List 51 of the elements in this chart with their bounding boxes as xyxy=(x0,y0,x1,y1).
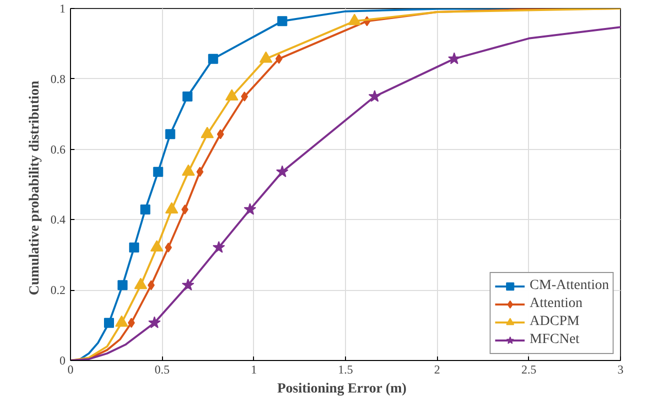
legend-label: CM-Attention xyxy=(530,277,609,295)
point xyxy=(216,129,224,140)
point xyxy=(134,278,148,290)
x-axis-title: Positioning Error (m) xyxy=(277,382,407,396)
x-tick-label: 2.5 xyxy=(521,362,536,376)
y-tick-label: 0.6 xyxy=(50,142,66,156)
point xyxy=(277,16,288,26)
y-tick-label: 0.2 xyxy=(50,283,66,298)
point xyxy=(148,280,155,290)
y-tick-label: 0.4 xyxy=(50,212,66,227)
point xyxy=(129,242,140,253)
point xyxy=(140,204,150,214)
y-tick-label: 0 xyxy=(60,354,66,368)
point xyxy=(181,204,188,214)
point xyxy=(244,202,256,215)
y-tick-label: 1 xyxy=(60,2,66,16)
point xyxy=(182,92,192,102)
point xyxy=(128,318,135,328)
legend-label: MFCNet xyxy=(530,331,580,349)
point xyxy=(148,316,161,328)
x-tick-label: 1 xyxy=(250,362,257,376)
point xyxy=(104,318,114,328)
legend-label: ADCPM xyxy=(530,313,580,331)
point xyxy=(208,54,218,64)
point xyxy=(165,129,176,140)
point xyxy=(348,14,361,26)
point xyxy=(153,166,164,177)
point xyxy=(115,315,128,327)
point xyxy=(164,242,172,253)
point xyxy=(259,51,272,63)
point xyxy=(196,166,204,177)
y-tick-label: 0.8 xyxy=(50,72,66,86)
point xyxy=(182,164,195,176)
point xyxy=(368,90,381,102)
legend-label: Attention xyxy=(530,295,583,313)
x-tick-label: 3 xyxy=(618,362,624,376)
point xyxy=(118,280,128,290)
point xyxy=(448,52,460,64)
point xyxy=(182,278,194,291)
point xyxy=(212,241,226,253)
point xyxy=(150,240,164,252)
point xyxy=(275,54,282,64)
y-axis-title: Cumulative probability distribution xyxy=(28,80,42,296)
x-tick-label: 0.5 xyxy=(154,362,170,376)
x-tick-label: 1.5 xyxy=(338,362,353,376)
point xyxy=(240,92,248,102)
point xyxy=(165,202,178,214)
point xyxy=(276,165,288,178)
point xyxy=(200,126,214,138)
x-tick-label: 2 xyxy=(434,362,440,376)
point xyxy=(225,89,238,100)
